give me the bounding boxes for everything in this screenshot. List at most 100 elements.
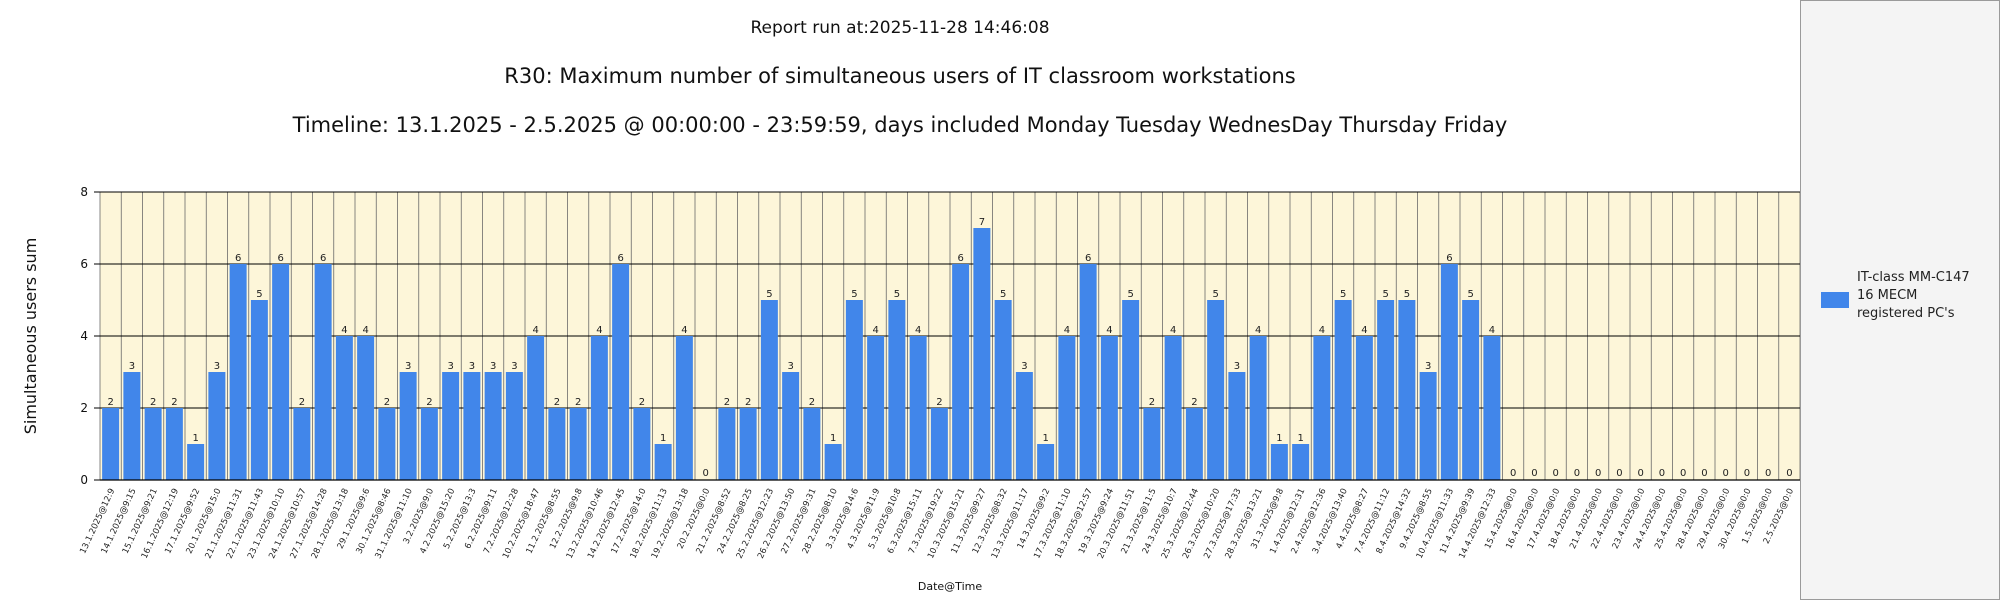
data-label: 3 [1021,361,1027,372]
data-label: 2 [299,397,305,408]
bar [272,264,290,480]
data-label: 4 [532,325,538,336]
y-tick-label: 8 [80,185,88,199]
bar [1058,336,1076,480]
data-label: 6 [320,253,326,264]
bar [399,372,417,480]
data-label: 1 [1276,433,1282,444]
y-tick-label: 2 [80,401,88,415]
bar [803,408,821,480]
chart-subtitle: Timeline: 13.1.2025 - 2.5.2025 @ 00:00:0… [292,113,1508,137]
bar [569,408,587,480]
bar [102,408,120,480]
bar [952,264,970,480]
data-label: 5 [1467,289,1473,300]
data-label: 1 [192,433,198,444]
bar [654,444,672,480]
data-label: 4 [681,325,687,336]
bar [909,336,927,480]
bar-chart: 2 3 2 2 1 3 6 5 6 2 6 4 4 2 3 2 3 3 3 3 4 2 2 4 6 2 1 4 0 2 2 5 3 2 1 5 4 5 4 2… [21,185,1800,593]
data-label: 4 [1170,325,1176,336]
bar [442,372,460,480]
data-label: 0 [1552,468,1558,479]
data-label: 6 [1085,253,1091,264]
data-label: 5 [1382,289,1388,300]
grid [94,191,1800,481]
bar [1462,300,1480,480]
data-label: 3 [1425,361,1431,372]
bar [782,372,800,480]
bar [1100,336,1118,480]
data-label: 0 [1510,468,1516,479]
bar [1270,444,1288,480]
y-tick-label: 0 [80,473,88,487]
bar [1292,444,1310,480]
data-label: 3 [490,361,496,372]
data-label: 1 [830,433,836,444]
bar [1079,264,1097,480]
bar [1483,336,1501,480]
data-label: 5 [1000,289,1006,300]
bar [1228,372,1246,480]
data-label: 4 [872,325,878,336]
bar [633,408,651,480]
bar [845,300,863,480]
data-label: 0 [1531,468,1537,479]
bar [250,300,268,480]
legend-panel: IT-class MM-C147 16 MECM registered PC's [1800,0,2000,600]
bar [144,408,162,480]
data-label: 0 [1786,468,1792,479]
data-label: 0 [1722,468,1728,479]
bar [1122,300,1140,480]
data-label: 4 [1255,325,1261,336]
data-label: 5 [1212,289,1218,300]
data-label: 2 [809,397,815,408]
data-label: 4 [1319,325,1325,336]
data-label: 2 [554,397,560,408]
data-label: 0 [1574,468,1580,479]
data-label: 0 [1744,468,1750,479]
bar [1334,300,1352,480]
data-label: 2 [1149,397,1155,408]
data-label: 3 [469,361,475,372]
bar [463,372,481,480]
y-axis-ticks: 0 2 4 6 8 [80,185,88,487]
data-label: 0 [1637,468,1643,479]
bar [357,336,375,480]
data-label: 3 [129,361,135,372]
legend-label: IT-class MM-C147 16 MECM registered PC's [1857,270,1970,321]
bar [1249,336,1267,480]
data-label: 2 [1191,397,1197,408]
bar [973,228,991,480]
bar [739,408,757,480]
data-label: 2 [639,397,645,408]
data-label: 0 [1595,468,1601,479]
bar [824,444,842,480]
data-label: 3 [447,361,453,372]
y-tick-label: 4 [80,329,88,343]
data-label: 0 [1659,468,1665,479]
bar [1037,444,1055,480]
bar [293,408,311,480]
bar [1207,300,1225,480]
data-label: 6 [957,253,963,264]
data-label: 2 [171,397,177,408]
data-labels: 2 3 2 2 1 3 6 5 6 2 6 4 4 2 3 2 3 3 3 3 4 2 2 4 6 2 1 4 0 2 2 5 3 2 1 5 4 5 4 2… [107,217,1792,479]
bar [1313,336,1331,480]
bar [335,336,353,480]
data-label: 0 [702,468,708,479]
bar [208,372,226,480]
bar [1355,336,1373,480]
data-label: 2 [150,397,156,408]
data-label: 0 [1616,468,1622,479]
data-label: 3 [1234,361,1240,372]
data-label: 2 [384,397,390,408]
data-label: 5 [851,289,857,300]
bar [548,408,566,480]
bar [930,408,948,480]
data-label: 6 [277,253,283,264]
data-label: 4 [1106,325,1112,336]
data-label: 5 [894,289,900,300]
data-label: 2 [724,397,730,408]
data-label: 3 [511,361,517,372]
